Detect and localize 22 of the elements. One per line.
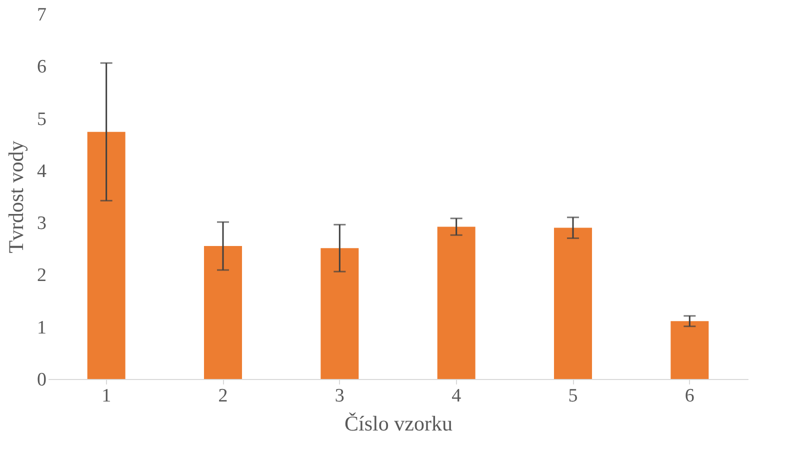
y-tick-label: 2 — [37, 265, 46, 286]
x-tick-label: 6 — [684, 386, 694, 406]
y-tick-label: 4 — [37, 160, 47, 182]
x-axis-title: Číslo vzorku — [344, 412, 453, 436]
bar — [670, 321, 709, 379]
x-tick-label: 2 — [218, 386, 228, 406]
y-tick-label: 1 — [37, 317, 46, 338]
x-tick-label: 4 — [452, 386, 462, 406]
bar — [204, 246, 242, 379]
x-tick-label: 5 — [568, 386, 578, 406]
y-tick-label: 0 — [37, 370, 46, 390]
y-axis-title: Tvrdost vody — [4, 140, 28, 254]
bar — [87, 132, 126, 379]
bar — [437, 226, 476, 379]
y-tick-label: 7 — [37, 4, 46, 26]
bar — [554, 228, 592, 379]
x-tick-label: 1 — [102, 386, 112, 406]
y-tick-label: 3 — [37, 213, 46, 234]
x-tick-label: 3 — [334, 386, 344, 406]
bar — [320, 248, 359, 379]
y-tick-label: 5 — [37, 108, 46, 130]
y-tick-label: 6 — [37, 56, 46, 78]
